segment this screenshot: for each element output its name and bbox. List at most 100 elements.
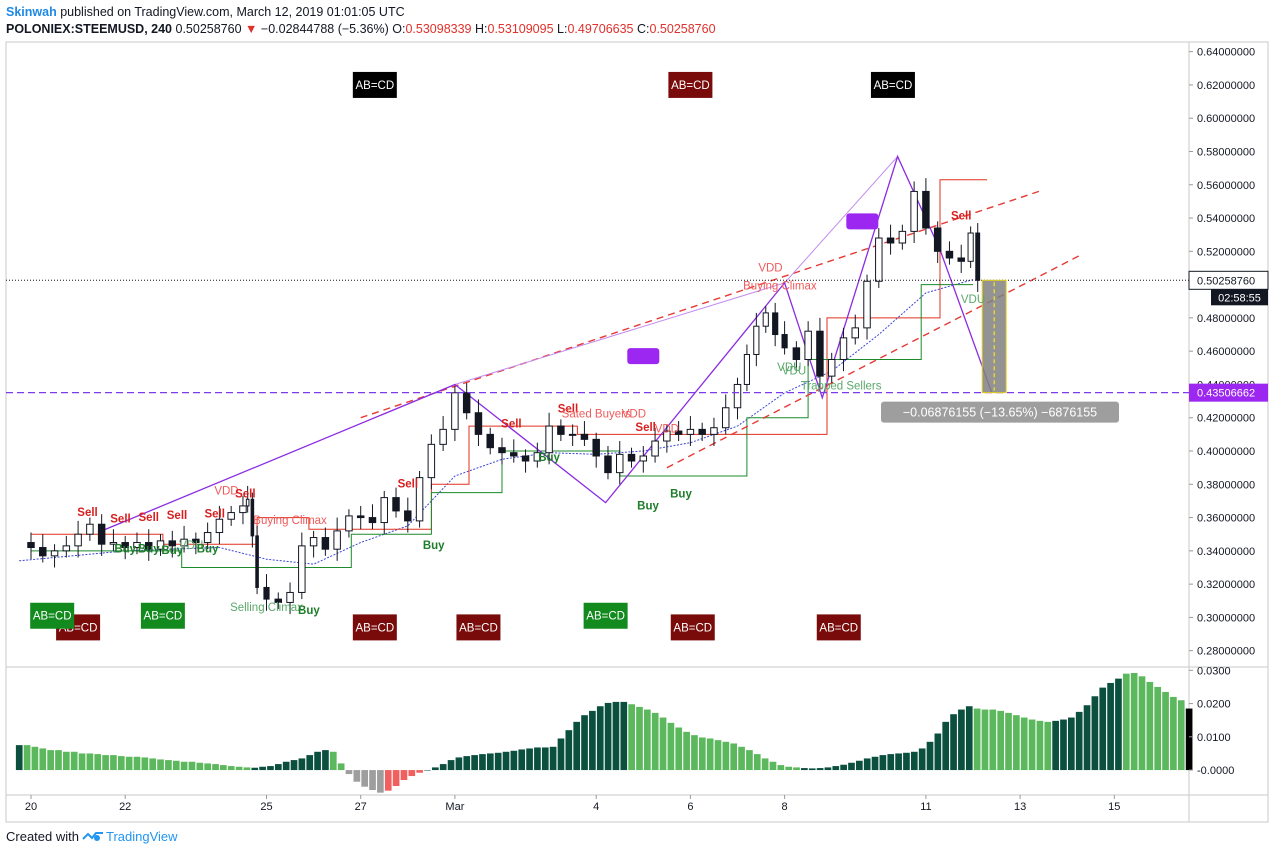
histogram-bar xyxy=(1146,681,1154,771)
candle-body xyxy=(568,433,577,436)
candle-body xyxy=(721,407,730,429)
histogram-bar xyxy=(510,750,518,771)
histogram-bar xyxy=(267,766,274,771)
candle-body xyxy=(74,533,82,547)
created-with-text: Created with xyxy=(6,829,79,844)
histogram-bar xyxy=(863,758,871,771)
histogram-bar xyxy=(612,701,620,771)
candle-body xyxy=(816,330,824,377)
author-name[interactable]: Skinwah xyxy=(6,5,57,19)
candle-body xyxy=(827,358,836,377)
histogram-bar xyxy=(628,704,635,771)
signal-label: VDU xyxy=(777,362,801,374)
histogram-bar xyxy=(1122,673,1130,771)
histogram-bar xyxy=(691,735,698,771)
signal-label: Sell xyxy=(204,509,224,521)
histogram-bar xyxy=(1036,720,1044,771)
histogram-bar xyxy=(424,770,431,771)
symbol-name[interactable]: POLONIEX:STEEMUSD, 240 xyxy=(6,22,173,36)
histogram-bar xyxy=(903,752,910,771)
histogram-bar xyxy=(377,770,384,793)
x-tick-label: Mar xyxy=(445,801,464,813)
y-tick-label: 0.60000000 xyxy=(1197,113,1255,125)
signal-label: Sell xyxy=(77,507,97,519)
abcd-pattern-label: AB=CD xyxy=(874,80,913,92)
histogram-bar xyxy=(746,750,753,771)
candle-body xyxy=(686,428,695,435)
histogram-bar xyxy=(204,763,211,771)
histogram-bar xyxy=(172,760,180,771)
candle-body xyxy=(592,438,600,457)
histogram-bar xyxy=(416,770,423,773)
signal-label: VDD xyxy=(758,262,782,274)
histogram-bar xyxy=(337,763,345,771)
histogram-bar xyxy=(777,765,785,771)
histogram-bar xyxy=(39,748,47,771)
candle-body xyxy=(957,257,965,262)
histogram-bar xyxy=(808,768,816,771)
x-tick-label: 6 xyxy=(687,801,693,813)
x-tick-label: 8 xyxy=(782,801,788,813)
candle-body xyxy=(975,232,981,281)
osc-y-tick-label: 0.0200 xyxy=(1197,699,1231,711)
histogram-bar xyxy=(526,748,533,771)
candle-body xyxy=(86,523,94,535)
ohlc-c-label: C: xyxy=(637,22,650,36)
histogram-bar xyxy=(1020,717,1028,771)
histogram-bar xyxy=(801,768,808,771)
ohlc-c: 0.50258760 xyxy=(649,22,716,36)
last-price-text: 0.50258760 xyxy=(175,22,242,36)
histogram-bar xyxy=(958,709,965,771)
candle-body xyxy=(263,586,270,600)
abcd-pattern-label: AB=CD xyxy=(819,622,858,634)
histogram-bar xyxy=(722,741,730,771)
histogram-bar xyxy=(1075,711,1083,771)
histogram-bar xyxy=(1067,717,1075,771)
candle-body xyxy=(309,537,318,547)
ohlc-o: 0.53098339 xyxy=(405,22,472,36)
histogram-bar xyxy=(31,746,39,771)
trendline-lower xyxy=(666,254,1082,469)
measure-label: −0.06876155 (−13.65%) −6876155 xyxy=(903,406,1097,420)
histogram-bar xyxy=(1052,720,1059,771)
ohlc-h-label: H: xyxy=(475,22,488,36)
osc-y-tick-label: 0.0100 xyxy=(1197,732,1231,744)
osc-y-tick-label: -0.0000 xyxy=(1197,765,1234,777)
candle-body xyxy=(762,312,769,327)
tradingview-brand[interactable]: TradingView xyxy=(105,829,178,844)
candle-body xyxy=(733,383,742,409)
histogram-bar xyxy=(220,765,227,771)
histogram-bar xyxy=(471,755,478,771)
publish-line: Skinwah published on TradingView.com, Ma… xyxy=(6,4,1266,21)
histogram-bar xyxy=(879,755,887,771)
histogram-bar xyxy=(479,754,486,771)
histogram-bar xyxy=(494,752,502,771)
candle-body xyxy=(427,443,436,479)
chart-frame xyxy=(5,41,1269,823)
candle-body xyxy=(698,428,706,435)
histogram-bar xyxy=(463,756,471,771)
signal-label: Sell xyxy=(235,489,255,501)
histogram-bar xyxy=(47,750,54,771)
signal-label: Buy xyxy=(670,489,692,501)
purple-ratio-tag xyxy=(846,213,879,230)
countdown-label: 02:58:55 xyxy=(1218,292,1261,304)
histogram-bar xyxy=(306,755,314,771)
candle-body xyxy=(62,545,71,552)
candle-body xyxy=(898,230,907,244)
signal-label: VDU xyxy=(961,294,985,306)
histogram-bar xyxy=(950,714,957,771)
histogram-bar xyxy=(581,715,588,771)
signal-label: Buy xyxy=(298,605,320,617)
osc-y-tick-label: 0.0300 xyxy=(1197,665,1231,677)
histogram-bar xyxy=(942,721,950,771)
ohlc-h: 0.53109095 xyxy=(487,22,554,36)
x-tick-label: 20 xyxy=(25,801,37,813)
x-tick-label: 25 xyxy=(260,801,272,813)
histogram-bar xyxy=(400,770,408,781)
signal-label: Buying Climax xyxy=(743,281,817,293)
histogram-bar xyxy=(1115,678,1122,771)
candle-body xyxy=(886,237,895,244)
histogram-bar xyxy=(856,760,863,771)
